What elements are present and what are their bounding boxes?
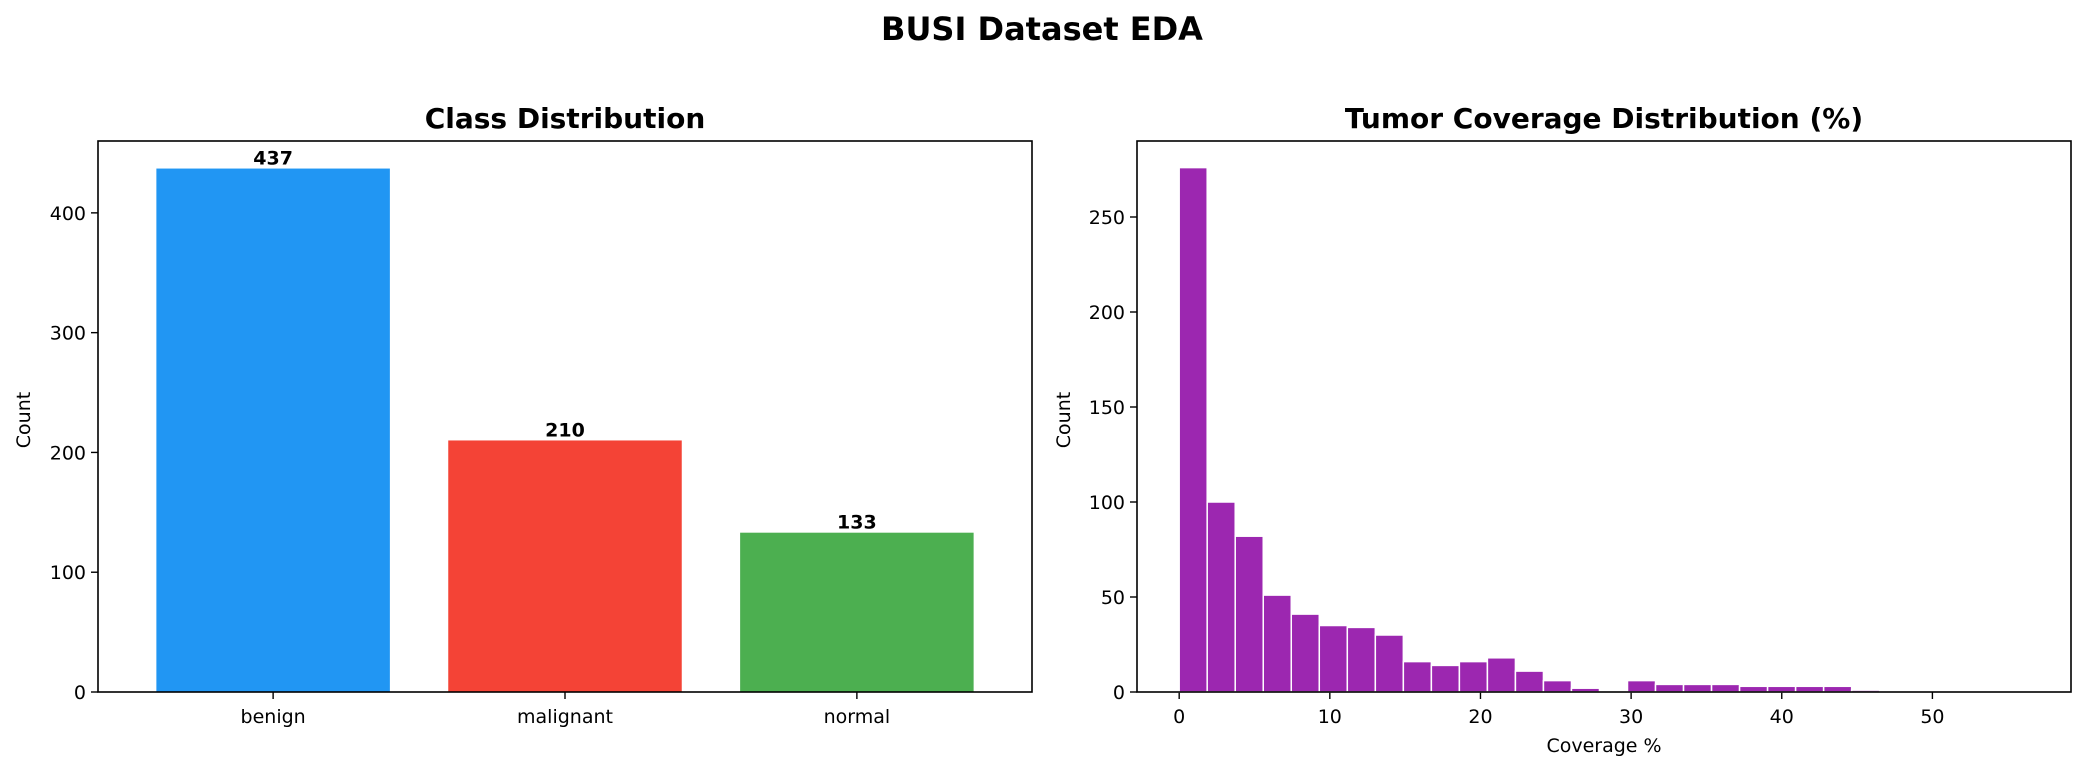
coverage-histogram-marks: 0 50 100 150 200 250 0 10 20 30 40 50 — [1089, 166, 1945, 728]
ytick-label: 50 — [1101, 587, 1125, 609]
xtick-label-normal: normal — [824, 706, 891, 728]
histogram-bin — [1290, 613, 1321, 693]
coverage-histogram-xlabel: Coverage % — [1546, 735, 1661, 757]
histogram-bin — [1486, 657, 1517, 693]
class-distribution-ylabel: Count — [13, 392, 35, 448]
histogram-bin — [1458, 660, 1489, 693]
xtick-label: 40 — [1770, 706, 1794, 728]
xtick-label: 10 — [1318, 706, 1342, 728]
histogram-bin — [1738, 685, 1769, 693]
coverage-histogram-ylabel: Count — [1053, 392, 1075, 448]
bar-normal — [740, 532, 974, 692]
histogram-bin — [1766, 685, 1797, 693]
histogram-bin — [1402, 660, 1433, 693]
histogram-bin — [1374, 634, 1405, 693]
figure-title: BUSI Dataset EDA — [881, 10, 1203, 48]
ytick-label: 200 — [1089, 302, 1125, 324]
ytick-label: 400 — [50, 203, 86, 225]
ytick-label: 0 — [1113, 682, 1125, 704]
histogram-bin — [1654, 683, 1685, 693]
histogram-bin — [1234, 535, 1264, 693]
xtick-label: 30 — [1619, 706, 1643, 728]
histogram-bin — [1430, 664, 1461, 693]
data-label-normal: 133 — [837, 512, 877, 534]
histogram-bin — [1794, 685, 1825, 693]
histogram-bin — [1542, 679, 1573, 693]
histogram-bin — [1262, 594, 1293, 693]
ytick-label: 100 — [50, 562, 86, 584]
histogram-bin — [1318, 624, 1349, 693]
class-distribution-frame — [97, 140, 1033, 693]
ytick-label: 150 — [1089, 397, 1125, 419]
ytick-label: 200 — [50, 442, 86, 464]
ytick-label: 250 — [1089, 207, 1125, 229]
ytick-label: 100 — [1089, 492, 1125, 514]
ytick-label: 300 — [50, 323, 86, 345]
histogram-bin — [1682, 683, 1713, 693]
ytick-label: 0 — [74, 682, 86, 704]
histogram-bin — [1514, 670, 1545, 693]
histogram-bin — [1346, 626, 1377, 693]
xtick-label-malignant: malignant — [517, 706, 613, 728]
histogram-bin — [1626, 679, 1657, 693]
xtick-label: 50 — [1920, 706, 1944, 728]
xtick-label-benign: benign — [241, 706, 306, 728]
histogram-bin — [1710, 683, 1741, 693]
histogram-bin — [1822, 685, 1853, 693]
histogram-bin — [1206, 501, 1236, 693]
data-label-malignant: 210 — [545, 419, 585, 441]
bar-malignant — [448, 440, 682, 692]
xtick-label: 20 — [1468, 706, 1492, 728]
xtick-label: 0 — [1173, 706, 1185, 728]
class-distribution-chart: Class Distribution Count 0 100 200 300 400 43… — [13, 102, 1033, 728]
coverage-histogram-title: Tumor Coverage Distribution (%) — [1345, 102, 1863, 135]
class-distribution-marks: 0 100 200 300 400 437 benign 210 malignant 133 nor… — [50, 148, 974, 728]
bar-benign — [156, 168, 390, 693]
coverage-histogram-frame — [1136, 140, 2072, 693]
coverage-histogram-chart: Tumor Coverage Distribution (%) Count Co… — [1053, 102, 2072, 757]
histogram-bin — [1178, 166, 1208, 693]
class-distribution-title: Class Distribution — [425, 102, 706, 135]
data-label-benign: 437 — [253, 148, 293, 170]
